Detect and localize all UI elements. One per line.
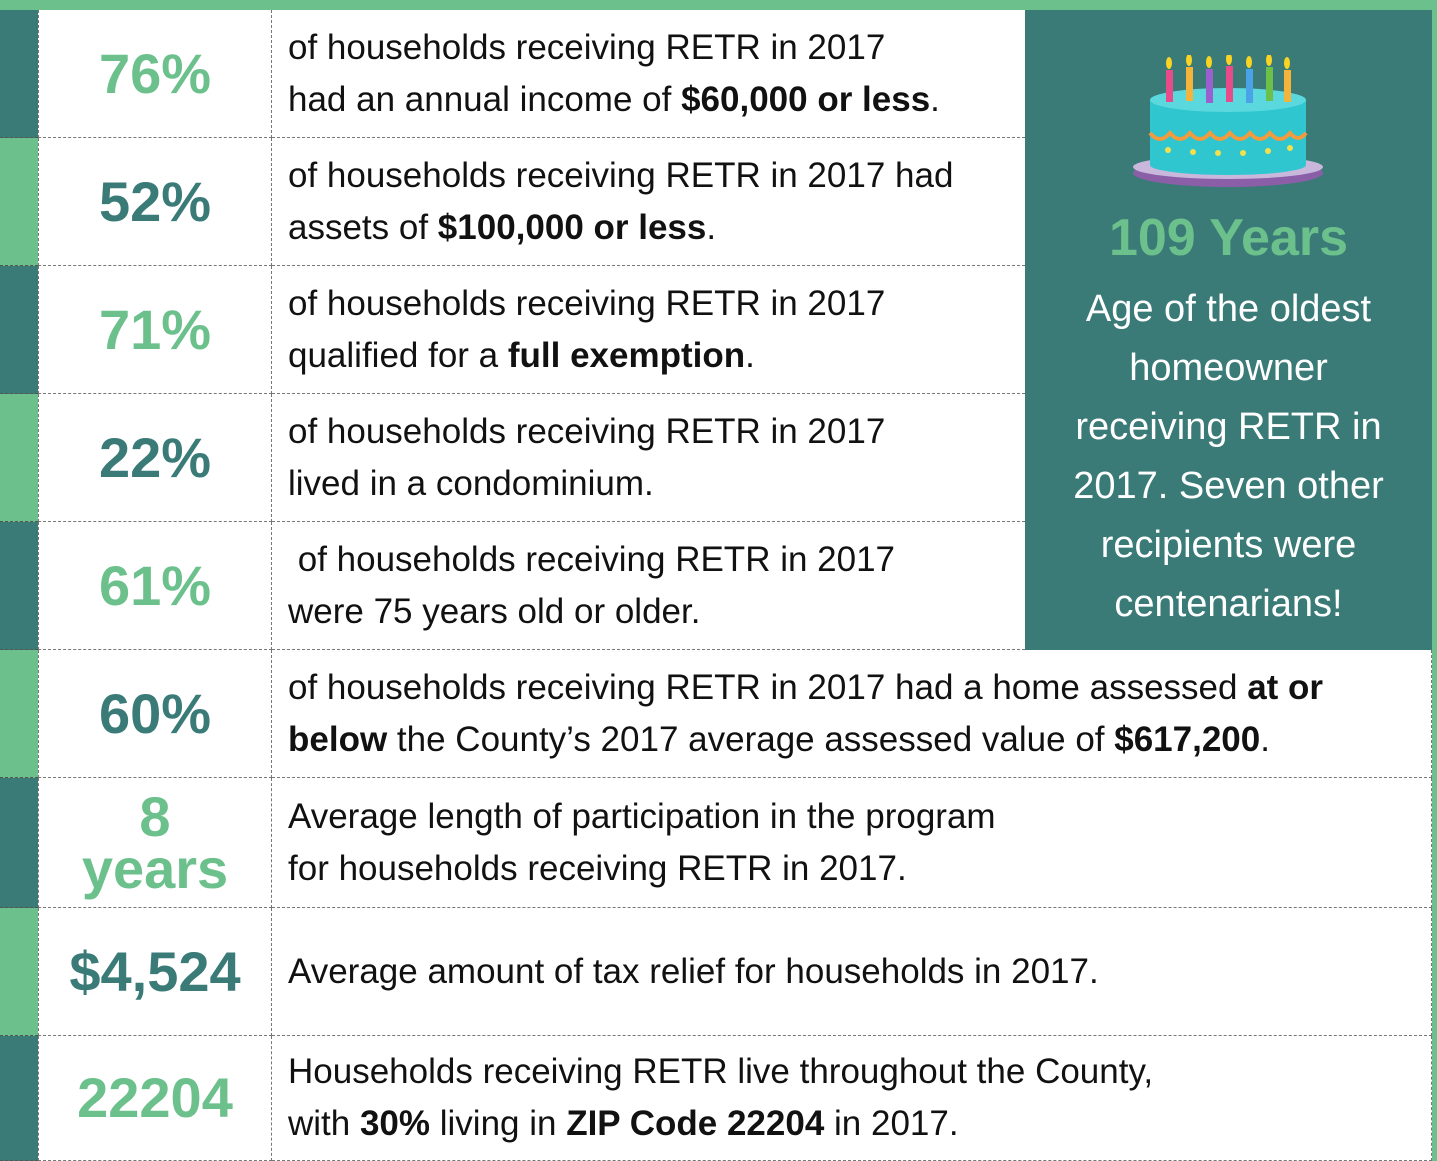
stat-line: 22204 [77,1066,233,1129]
stat-value: 52% [38,138,272,266]
text-segment: . [1260,719,1270,759]
stat-value: 22% [38,394,272,522]
text-line: Households receiving RETR live throughou… [288,1046,1431,1098]
row-stripe [0,138,38,266]
text-segment: . [930,79,940,119]
row-stripe [0,778,38,908]
stat-value: 8 years [38,778,272,908]
stat-value: $4,524 [38,908,272,1036]
row-stripe [0,10,38,138]
description: of households receiving RETR in 2017 had… [272,138,1025,266]
stat-value: 71% [38,266,272,394]
cake-icon [1133,55,1323,187]
text-line: had an annual income of $60,000 or less. [288,74,1025,126]
text-segment: . [745,335,755,375]
bold-text: below [288,719,388,759]
bold-text: ZIP Code 22204 [566,1104,825,1143]
stat-value: 61% [38,522,272,650]
top-band [0,0,1437,10]
description: Average amount of tax relief for househo… [272,908,1432,1036]
text-segment: of households receiving RETR in 2017 had… [288,667,1248,707]
bold-text: 30% [359,1104,431,1143]
text-segment: Average amount of tax relief for househo… [288,951,1099,991]
stat-line: 76% [98,41,212,105]
description: of households receiving RETR in 2017 qual… [272,266,1025,394]
description: of households receiving RETR in 2017 live… [272,394,1025,522]
bold-text: full exemption [507,335,746,375]
stat-line: 52% [98,169,212,233]
panel-title: 109 Years [1108,209,1349,267]
text-line: for households receiving RETR in 2017. [288,843,1431,895]
bold-text: $60,000 or less [681,79,931,119]
right-border [1432,0,1437,1161]
text-line: assets of $100,000 or less. [288,202,1025,254]
row-stripe [0,650,38,778]
row-stripe [0,522,38,650]
text-line: of households receiving RETR in 2017 had [288,150,1025,202]
text-line: of households receiving RETR in 2017 [288,534,1025,586]
text-segment: the County’s 2017 average assessed value… [387,719,1115,759]
row-stripe [0,266,38,394]
stat-line: 71% [98,297,212,361]
description: of households receiving RETR in 2017 were… [272,522,1025,650]
row-stripe [0,908,38,1036]
description: Average length of participation in the p… [272,778,1432,908]
stat-value: 76% [38,10,272,138]
row-stripe [0,1036,38,1161]
description: of households receiving RETR in 2017 had … [272,10,1025,138]
text-segment: for households receiving RETR in 2017. [288,848,907,888]
stat-line: 8 [139,784,171,848]
text-segment: with [288,1104,360,1143]
panel-line: centenarians! [1114,583,1343,625]
text-segment: qualified for a [288,335,508,375]
text-segment: of households receiving RETR in 2017 had [288,155,954,195]
text-line: Average length of participation in the p… [288,791,1431,843]
description: Households receiving RETR live throughou… [272,1036,1432,1161]
text-segment: were 75 years old or older. [288,591,701,631]
stat-line: 22% [98,425,212,489]
text-line: were 75 years old or older. [288,586,1025,638]
text-segment: Households receiving RETR live throughou… [288,1052,1154,1091]
text-segment: in 2017. [824,1104,959,1143]
panel-line: recipients were [1100,524,1357,566]
bold-text: $617,200 [1114,719,1261,759]
text-line: of households receiving RETR in 2017 [288,406,1025,458]
side-panel: 109 Years Age of the oldest homeowner rece… [1025,10,1432,650]
panel-line: homeowner [1129,347,1328,389]
bold-text: at or [1247,667,1324,707]
text-segment: living in [430,1104,567,1143]
stat-line: 61% [98,553,212,617]
bold-text: $100,000 or less [437,207,707,247]
text-line: of households receiving RETR in 2017 [288,278,1025,330]
text-segment: Average length of participation in the p… [288,796,996,836]
stat-line: 60% [98,681,212,745]
panel-line: 2017. Seven other [1073,465,1384,507]
stat-value: 60% [38,650,272,778]
text-segment: assets of [288,207,438,247]
text-line: qualified for a full exemption. [288,330,1025,382]
text-line: lived in a condominium. [288,458,1025,510]
text-segment: of households receiving RETR in 2017 [288,539,896,579]
text-line: with 30% living in ZIP Code 22204 in 201… [288,1098,1431,1150]
panel-line: Age of the oldest [1085,288,1372,330]
stat-value: 22204 [38,1036,272,1161]
text-segment: had an annual income of [288,79,682,119]
stat-line: $4,524 [69,939,241,1003]
panel-text: Age of the oldest homeowner receiving RETR… [1025,280,1432,634]
text-segment: of households receiving RETR in 2017 [288,283,886,323]
row-stripe [0,394,38,522]
stat-line: years [81,836,229,900]
text-line: of households receiving RETR in 2017 [288,22,1025,74]
panel-line: receiving RETR in [1075,406,1382,448]
description: of households receiving RETR in 2017 had… [272,650,1432,778]
text-segment: of households receiving RETR in 2017 [288,411,886,451]
text-line: Average amount of tax relief for househo… [288,946,1431,998]
text-segment: of households receiving RETR in 2017 [288,27,886,67]
text-segment: . [706,207,717,247]
text-segment: lived in a condominium. [288,463,654,503]
text-line: below the County’s 2017 average assessed… [288,714,1431,766]
text-line: of households receiving RETR in 2017 had… [288,662,1431,714]
